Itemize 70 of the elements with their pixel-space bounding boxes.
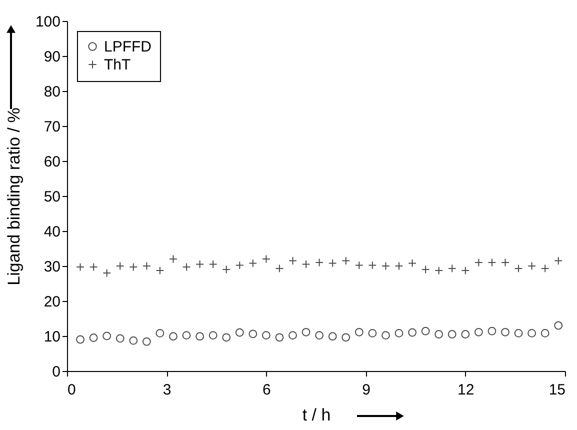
point <box>275 333 284 342</box>
x-tick-label: 3 <box>162 382 172 398</box>
y-tick-label: 20 <box>44 294 60 310</box>
point <box>156 329 164 338</box>
x-tick-label: 12 <box>458 382 474 398</box>
point <box>288 256 297 265</box>
point <box>248 330 258 338</box>
point <box>235 261 244 270</box>
point <box>142 337 151 346</box>
point <box>501 328 510 336</box>
point <box>368 329 377 338</box>
point <box>129 336 138 345</box>
point <box>554 256 563 265</box>
point <box>196 260 204 268</box>
y-tick-label: 100 <box>35 14 60 30</box>
point <box>328 258 337 268</box>
y-tick-label: 50 <box>44 188 60 206</box>
y-tick-label: 0 <box>52 364 60 380</box>
point <box>514 329 523 338</box>
point <box>434 330 444 338</box>
point <box>235 328 244 337</box>
point <box>342 333 350 342</box>
point <box>208 331 218 340</box>
point <box>354 261 364 270</box>
point <box>382 331 390 340</box>
point <box>328 332 337 341</box>
point <box>394 329 404 338</box>
y-tick-label: 10 <box>44 328 60 346</box>
point <box>262 331 270 340</box>
point <box>448 330 456 338</box>
legend-label: ThT <box>104 56 131 74</box>
point <box>116 334 124 343</box>
point <box>554 321 563 330</box>
point <box>354 328 364 336</box>
point <box>169 332 178 341</box>
point <box>288 331 297 340</box>
x-axis-title: t / h <box>302 406 331 424</box>
point <box>474 328 483 336</box>
point <box>528 329 536 338</box>
legend-label: LPFFD <box>104 38 152 56</box>
y-axis-title: Ligand binding ratio / % <box>4 108 24 286</box>
y-tick-label: 30 <box>44 258 60 276</box>
point <box>222 333 231 342</box>
point <box>302 328 310 336</box>
point <box>89 334 98 342</box>
x-tick-label: 6 <box>262 382 271 398</box>
x-tick-label: 9 <box>362 382 370 398</box>
x-tick-label: 15 <box>548 382 566 398</box>
point <box>421 326 430 336</box>
point <box>208 260 218 268</box>
point <box>368 261 377 270</box>
point <box>540 329 550 338</box>
point <box>182 331 191 340</box>
point <box>315 331 324 340</box>
point <box>102 332 112 340</box>
point <box>461 330 470 338</box>
y-tick-label: 60 <box>44 154 60 170</box>
y-tick-label: 80 <box>44 84 60 100</box>
point <box>248 258 258 268</box>
point <box>302 260 310 268</box>
point <box>76 335 84 344</box>
y-tick-label: 70 <box>44 118 60 136</box>
point <box>408 328 416 337</box>
x-tick-label: 0 <box>68 382 76 398</box>
point <box>488 326 496 336</box>
y-tick-label: 90 <box>44 48 60 66</box>
point <box>342 256 350 265</box>
point <box>408 258 416 268</box>
y-tick-label: 40 <box>44 224 60 240</box>
point <box>196 332 204 341</box>
